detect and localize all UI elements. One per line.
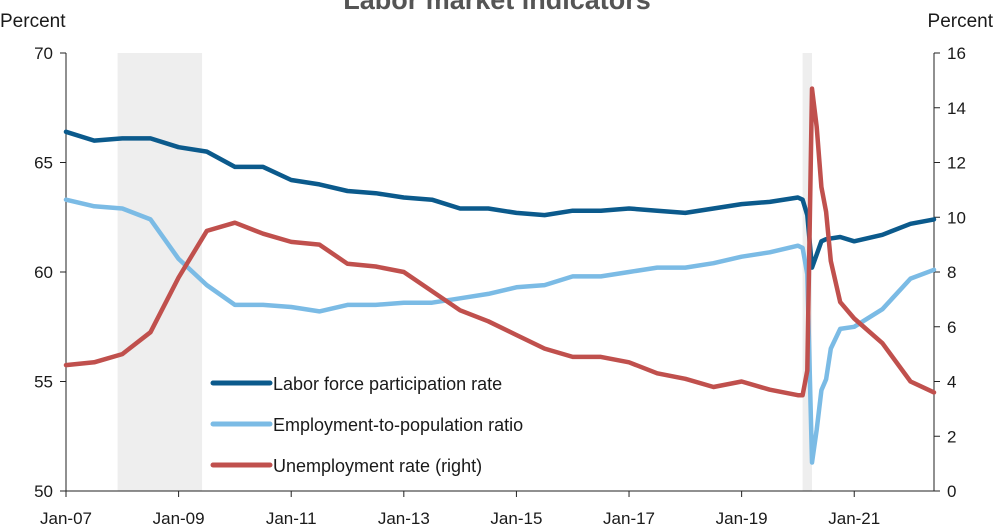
left-tick-label: 60 bbox=[34, 263, 53, 282]
right-tick-label: 2 bbox=[947, 427, 956, 446]
x-tick-label: Jan-15 bbox=[490, 509, 542, 528]
x-tick-label: Jan-09 bbox=[153, 509, 205, 528]
series-line-1 bbox=[63, 129, 937, 270]
x-tick-label: Jan-13 bbox=[378, 509, 430, 528]
right-tick-label: 8 bbox=[947, 263, 956, 282]
tick-labels: 50 55 60 65 70 0 2 4 6 8 10 12 14 16 Jan-07 Jan-09 Jan-1… bbox=[34, 44, 966, 528]
legend: Labor force participation rate Employment… bbox=[210, 374, 523, 476]
x-tick-label: Jan-21 bbox=[828, 509, 880, 528]
right-tick-label: 0 bbox=[947, 482, 956, 501]
chart-title: Labor market indicators bbox=[343, 0, 651, 15]
right-axis-title: Percent bbox=[928, 11, 994, 32]
right-tick-label: 4 bbox=[947, 373, 956, 392]
left-axis-title: Percent bbox=[0, 11, 66, 32]
left-tick-label: 55 bbox=[34, 373, 53, 392]
recession-band-1 bbox=[117, 53, 203, 491]
x-tick-label: Jan-07 bbox=[40, 509, 92, 528]
x-tick-label: Jan-11 bbox=[266, 509, 317, 528]
legend-label-2: Employment-to-population ratio bbox=[273, 415, 523, 435]
right-tick-label: 16 bbox=[947, 44, 966, 63]
legend-label-3: Unemployment rate (right) bbox=[273, 456, 482, 476]
left-tick-label: 50 bbox=[34, 482, 53, 501]
series-line-2 bbox=[63, 197, 937, 465]
left-tick-label: 65 bbox=[34, 154, 53, 173]
right-tick-label: 10 bbox=[947, 208, 966, 227]
left-tick-label: 70 bbox=[34, 44, 53, 63]
right-tick-label: 12 bbox=[947, 154, 966, 173]
series-line-3 bbox=[63, 86, 937, 398]
right-tick-label: 14 bbox=[947, 99, 966, 118]
x-tick-label: Jan-17 bbox=[603, 509, 655, 528]
right-tick-label: 6 bbox=[947, 318, 956, 337]
legend-label-1: Labor force participation rate bbox=[273, 374, 502, 394]
series-lines bbox=[63, 86, 937, 465]
x-tick-label: Jan-19 bbox=[716, 509, 768, 528]
axes bbox=[60, 52, 940, 497]
